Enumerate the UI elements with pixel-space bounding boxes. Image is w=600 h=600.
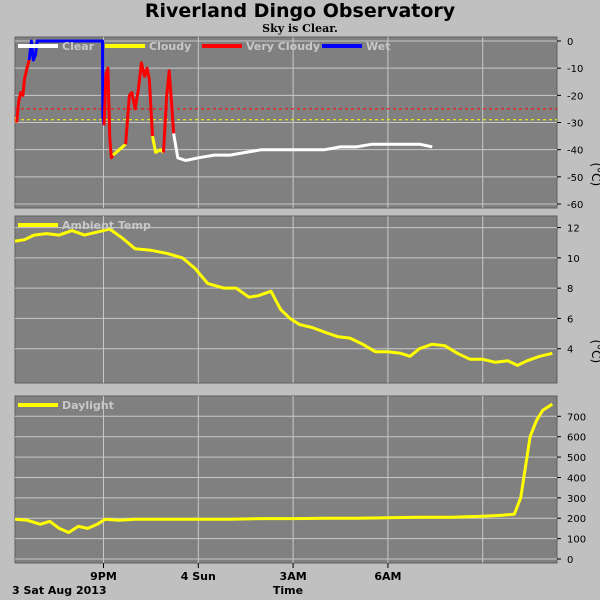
y-tick-label: 700 <box>567 412 586 423</box>
date-label: 3 Sat Aug 2013 <box>12 584 107 597</box>
y-tick-label: 100 <box>567 535 586 546</box>
plot-area <box>14 215 558 384</box>
series-line-daylight <box>15 402 554 534</box>
legend-label: Very Cloudy <box>246 40 320 53</box>
series-line-clear <box>172 133 433 162</box>
series-line-very-cloudy <box>102 66 115 160</box>
y-tick-label: 0 <box>567 37 573 48</box>
panel-ambient: 12 10 8 6 4 (°C) Ambient Temp <box>14 215 600 384</box>
series-line-cloudy <box>112 143 127 157</box>
y-unit-label: (°C) <box>589 163 600 187</box>
y-tick-label: -50 <box>567 173 583 184</box>
y-tick-label: 10 <box>567 254 580 265</box>
y-tick-label: 12 <box>567 224 580 235</box>
legend-label: Ambient Temp <box>62 219 151 232</box>
sky-status: Sky is Clear. <box>262 22 338 35</box>
series-line-very-cloudy <box>124 61 154 145</box>
y-tick-label: -60 <box>567 200 583 211</box>
y-tick-label: -40 <box>567 146 583 157</box>
y-tick-label: 0 <box>567 555 573 566</box>
series-line-cloudy <box>151 135 165 154</box>
legend-label: Cloudy <box>149 40 191 53</box>
y-tick-label: -30 <box>567 119 583 130</box>
series-line-very-cloudy <box>162 69 176 153</box>
y-tick-label: 200 <box>567 514 586 525</box>
y-tick-label: 500 <box>567 453 586 464</box>
panel-daylight: 700 600 500 400 300 200 100 0 Daylight <box>14 395 586 566</box>
legend-label: Daylight <box>62 399 114 412</box>
y-tick-label: 4 <box>567 345 573 356</box>
y-unit-label: (°C) <box>589 340 600 364</box>
legend-label: Clear <box>62 40 95 53</box>
plot-area <box>14 395 558 564</box>
y-tick-label: 600 <box>567 433 586 444</box>
x-axis-label: Time <box>273 584 303 597</box>
y-tick-label: 6 <box>567 314 573 325</box>
x-tick-label: 3AM <box>280 570 307 583</box>
x-tick-label: 9PM <box>90 570 117 583</box>
y-tick-label: -10 <box>567 64 583 75</box>
y-tick-label: -20 <box>567 91 583 102</box>
series-line-wet <box>27 39 106 126</box>
y-tick-label: 300 <box>567 494 586 505</box>
series-line-very-cloudy <box>15 59 31 123</box>
y-tick-label: 400 <box>567 473 586 484</box>
x-tick-label: 4 Sun <box>181 570 216 583</box>
series-line-ambient-temp <box>15 227 553 367</box>
x-tick-label: 6AM <box>374 570 401 583</box>
y-tick-label: 8 <box>567 284 573 295</box>
panel-sky: 0 -10 -20 -30 -40 -50 -60 (°C) Clear Cloudy Very C… <box>14 36 600 211</box>
page-title: Riverland Dingo Observatory <box>144 0 456 22</box>
legend-label: Wet <box>366 40 390 53</box>
